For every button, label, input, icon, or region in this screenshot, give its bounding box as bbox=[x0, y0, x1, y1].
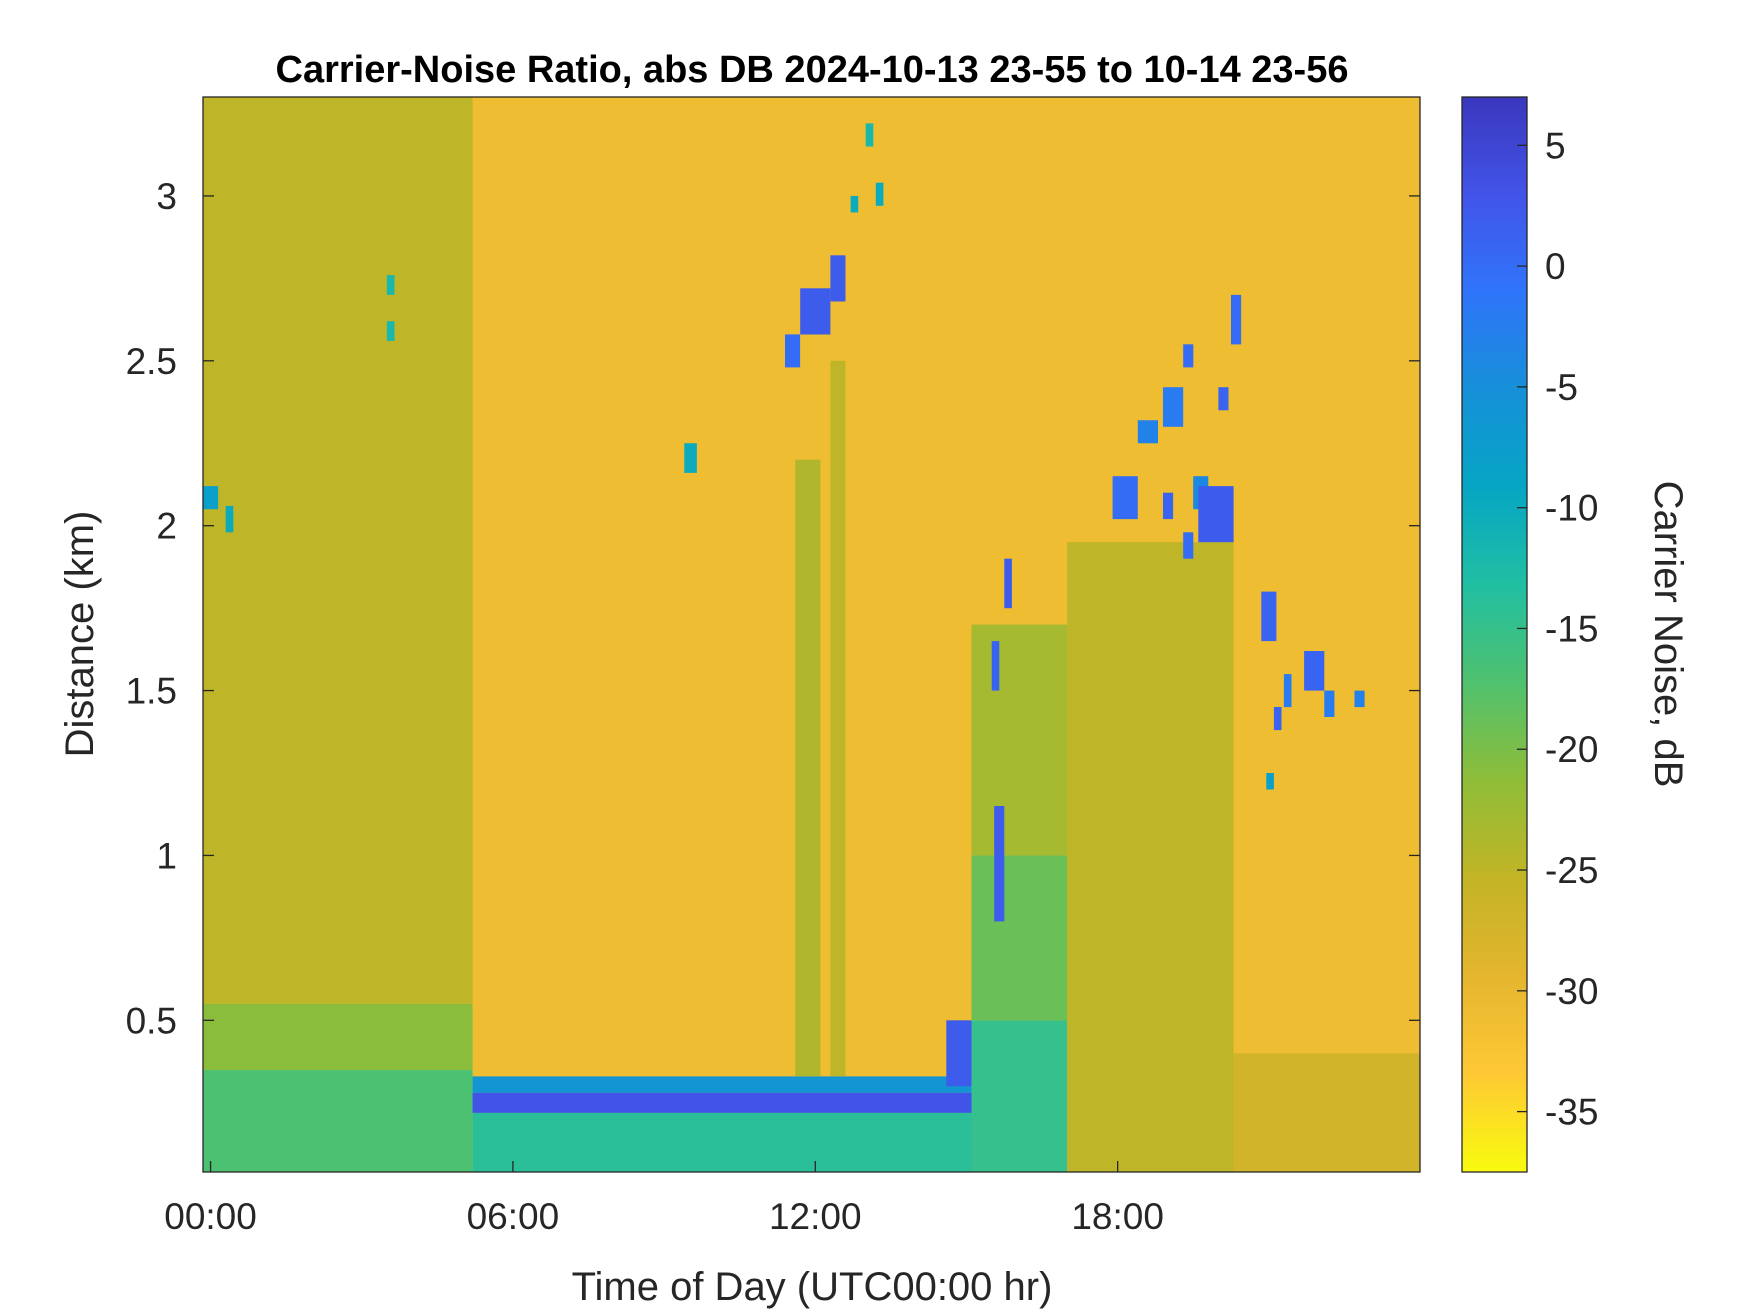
colorbar-tick-label: -35 bbox=[1545, 1092, 1598, 1133]
heatmap-echo bbox=[386, 275, 395, 295]
heatmap-echo bbox=[1198, 486, 1234, 543]
colorbar-label: Carrier Noise, dB bbox=[1646, 481, 1690, 788]
colorbar-tick-label: 0 bbox=[1545, 246, 1566, 287]
heatmap-region bbox=[971, 855, 1068, 1021]
heatmap-echo bbox=[1354, 690, 1365, 708]
heatmap-echo bbox=[865, 123, 874, 147]
y-tick-label: 0.5 bbox=[126, 1000, 177, 1041]
heatmap-echo bbox=[1261, 591, 1277, 642]
x-tick-label: 06:00 bbox=[467, 1196, 560, 1237]
x-axis: 00:00 06:00 12:00 18:00 bbox=[164, 1161, 1164, 1237]
heatmap-echo bbox=[785, 334, 801, 368]
heatmap-echo bbox=[1304, 651, 1325, 691]
y-tick-label: 1.5 bbox=[126, 671, 177, 712]
heatmap-echo bbox=[472, 1092, 972, 1113]
heatmap-region bbox=[1067, 542, 1234, 1172]
x-tick-label: 12:00 bbox=[769, 1196, 862, 1237]
colorbar-tick-label: -10 bbox=[1545, 488, 1598, 529]
heatmap-echo bbox=[1163, 492, 1174, 520]
heatmap-echo bbox=[1183, 532, 1194, 559]
y-tick-label: 3 bbox=[156, 176, 177, 217]
y-axis-label: Distance (km) bbox=[58, 511, 102, 758]
heatmap-region bbox=[971, 624, 1068, 856]
heatmap-echo bbox=[830, 255, 846, 302]
heatmap-echo bbox=[850, 195, 859, 213]
chart-title: Carrier-Noise Ratio, abs DB 2024-10-13 2… bbox=[276, 49, 1349, 91]
colorbar-tick-label: -20 bbox=[1545, 729, 1598, 770]
y-axis: 0.5 1 1.5 2 2.5 3 bbox=[126, 176, 1420, 1041]
heatmap-region bbox=[203, 1069, 473, 1172]
heatmap-echo bbox=[225, 505, 234, 533]
heatmap-region bbox=[971, 1020, 1068, 1172]
colorbar-tick-label: 5 bbox=[1545, 125, 1566, 166]
colorbar-tick-label: -5 bbox=[1545, 367, 1578, 408]
heatmap-echo bbox=[1183, 344, 1194, 368]
heatmap-region bbox=[1233, 1053, 1420, 1172]
colorbar bbox=[1461, 96, 1528, 1173]
colorbar-tick-label: -15 bbox=[1545, 608, 1598, 649]
heatmap-image bbox=[203, 97, 1420, 1172]
heatmap-echo bbox=[386, 321, 395, 341]
x-tick-label: 18:00 bbox=[1071, 1196, 1164, 1237]
heatmap-echo bbox=[1163, 387, 1184, 427]
y-tick-label: 1 bbox=[156, 835, 177, 876]
heatmap-echo bbox=[1283, 674, 1292, 708]
heatmap-echo bbox=[1004, 558, 1012, 609]
heatmap-echo bbox=[991, 641, 1000, 691]
y-tick-label: 2 bbox=[156, 506, 177, 547]
heatmap-echo bbox=[946, 1020, 972, 1087]
x-tick-label: 00:00 bbox=[164, 1196, 257, 1237]
heatmap-echo bbox=[1266, 773, 1274, 790]
heatmap-region bbox=[795, 459, 821, 1077]
x-axis-label: Time of Day (UTC00:00 hr) bbox=[572, 1265, 1053, 1309]
y-tick-label: 2.5 bbox=[126, 341, 177, 382]
colorbar-tick-label: -25 bbox=[1545, 850, 1598, 891]
heatmap-echo bbox=[1324, 690, 1335, 717]
plot-area-frame bbox=[202, 96, 1421, 1173]
heatmap-region bbox=[203, 1003, 473, 1070]
heatmap-region bbox=[472, 1076, 972, 1093]
heatmap-echo bbox=[684, 443, 697, 473]
heatmap-echo bbox=[1112, 476, 1138, 520]
colorbar-tick-label: -30 bbox=[1545, 971, 1598, 1012]
heatmap-region bbox=[203, 97, 473, 1004]
heatmap-echo bbox=[1231, 294, 1242, 345]
heatmap-echo bbox=[1273, 707, 1282, 731]
heatmap-echo bbox=[875, 182, 884, 206]
heatmap-echo bbox=[1137, 420, 1158, 444]
heatmap-echo bbox=[800, 288, 831, 335]
heatmap-region bbox=[830, 360, 846, 1077]
heatmap-region bbox=[472, 1112, 972, 1172]
heatmap-echo bbox=[1218, 387, 1229, 411]
heatmap-echo bbox=[203, 486, 219, 510]
colorbar-axis: 5 0 -5 -10 -15 -20 -25 -30 -35 bbox=[1517, 125, 1598, 1133]
heatmap-echo bbox=[994, 806, 1005, 922]
